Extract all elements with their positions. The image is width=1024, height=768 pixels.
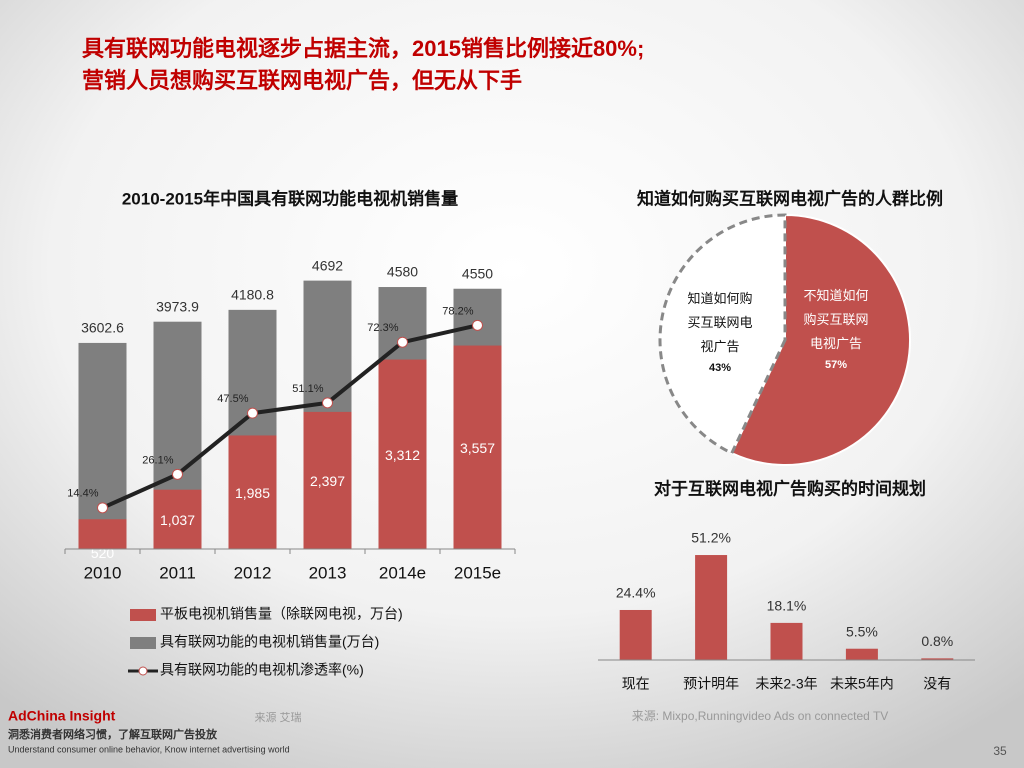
- x-tick-label: 2012: [234, 563, 272, 582]
- bar-total-label: 4180.8: [231, 287, 274, 303]
- line-value-label: 72.3%: [367, 322, 398, 334]
- bar: [453, 345, 502, 549]
- legend-label: 平板电视机销售量（除联网电视，万台): [160, 606, 403, 622]
- line-value-label: 78.2%: [442, 305, 473, 317]
- slogan-en: Understand consumer online behavior, Kno…: [8, 744, 290, 754]
- bar-value-label: 2,397: [310, 473, 345, 489]
- bar: [619, 609, 652, 660]
- bar: [695, 555, 728, 660]
- legend-point: [138, 666, 148, 676]
- pie-slice: [730, 213, 911, 466]
- bar-value-label: 24.4%: [616, 585, 656, 601]
- bar: [78, 342, 127, 549]
- x-tick-label: 2013: [309, 563, 347, 582]
- bar: [228, 435, 277, 549]
- bar: [378, 359, 427, 549]
- source: 来源 艾瑞: [254, 710, 301, 724]
- bar-value-label: 18.1%: [767, 598, 807, 614]
- bar-value-label: 1,037: [160, 512, 195, 528]
- bar-total-label: 4692: [312, 257, 343, 273]
- line-point: [172, 468, 183, 480]
- bar-total-label: 3602.6: [81, 320, 124, 336]
- line: [101, 323, 478, 510]
- pie-label: 知道如何购买互联网电视广告: [687, 291, 752, 354]
- chart-title: 知道如何购买互联网电视广告的人群比例: [636, 188, 943, 208]
- pie-slice: [658, 213, 787, 456]
- brand: AdChina Insight: [8, 708, 116, 724]
- line-value-label: 51.1%: [292, 383, 323, 395]
- bar-value-label: 1,985: [235, 485, 270, 501]
- line-value-label: 14.4%: [67, 488, 98, 500]
- line-point: [322, 397, 333, 409]
- bar: [770, 622, 803, 660]
- bar: [921, 658, 954, 660]
- x-tick-label: 2010: [84, 563, 122, 582]
- slide-title: 具有联网功能电视逐步占据主流，2015销售比例接近80%;: [82, 36, 644, 61]
- x-tick-label: 2011: [159, 563, 196, 582]
- page-number: 35: [993, 744, 1007, 758]
- bar-value-label: 51.2%: [691, 530, 731, 546]
- source: 来源: Mixpo,Runningvideo Ads on connected …: [632, 709, 889, 723]
- pie-value-label: 57%: [825, 359, 847, 371]
- bar-value-label: 3,312: [385, 447, 420, 463]
- pie-value-label: 43%: [709, 362, 731, 374]
- bar: [153, 489, 202, 549]
- line-value-label: 47.5%: [217, 393, 248, 405]
- x-tick-label: 2014e: [379, 563, 426, 582]
- bar-total-label: 4550: [462, 265, 493, 281]
- line-point: [397, 336, 408, 348]
- legend-label: 具有联网功能的电视机销售量(万台): [160, 634, 379, 650]
- line-point: [247, 407, 258, 419]
- bar-total-label: 4580: [387, 264, 418, 280]
- pie-label: 不知道如何购买互联网电视广告: [803, 288, 868, 351]
- chart-title: 2010-2015年中国具有联网功能电视机销售量: [122, 188, 458, 208]
- bar: [845, 648, 878, 660]
- line-value-label: 26.1%: [142, 454, 173, 466]
- line-point: [472, 319, 483, 331]
- bar-total-label: 3973.9: [156, 298, 199, 314]
- slide-title: 营销人员想购买互联网电视广告，但无从下手: [82, 68, 522, 93]
- bar-value-label: 3,557: [460, 440, 495, 456]
- legend-swatch: [130, 609, 156, 621]
- x-tick-label: 2015e: [454, 563, 501, 582]
- chart-title: 对于互联网电视广告购买的时间规划: [654, 478, 926, 498]
- bar: [303, 411, 352, 549]
- legend-label: 具有联网功能的电视机渗透率(%): [160, 662, 364, 678]
- legend-swatch: [130, 637, 156, 649]
- x-tick-label: 预计明年: [683, 676, 739, 692]
- bar: [78, 519, 127, 549]
- slogan: 洞悉消费者网络习惯，了解互联网广告投放: [8, 727, 218, 741]
- bar-value-label: 0.8%: [921, 633, 953, 649]
- x-tick-label: 未来2-3年: [755, 676, 817, 692]
- x-tick-label: 没有: [923, 676, 951, 692]
- bar-value-label: 5.5%: [846, 623, 878, 639]
- x-tick-label: 未来5年内: [830, 676, 894, 692]
- bar-value-label: 520: [91, 545, 115, 561]
- x-tick-label: 现在: [622, 676, 650, 692]
- line-point: [97, 502, 108, 514]
